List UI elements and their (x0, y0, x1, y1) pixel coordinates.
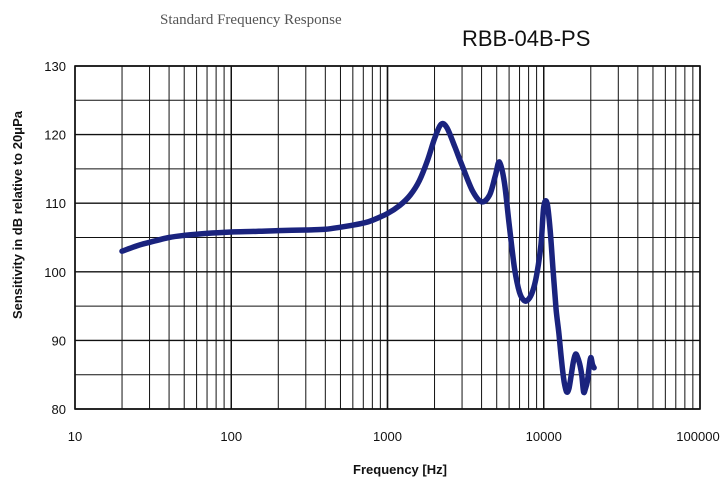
chart-subtitle: Standard Frequency Response (160, 12, 342, 28)
y-tick-label: 80 (52, 402, 66, 417)
x-tick-label: 100000 (676, 429, 719, 444)
x-tick-label: 10000 (526, 429, 562, 444)
y-axis-label: Sensitivity in dB relative to 20μPa (10, 110, 25, 319)
y-tick-label: 110 (45, 196, 66, 211)
series-layer (119, 120, 597, 396)
grid-layer (74, 65, 701, 410)
x-tick-label: 1000 (373, 429, 402, 444)
y-tick-label: 90 (52, 333, 66, 348)
chart-title: RBB-04B-PS (462, 26, 590, 51)
y-tick-label: 100 (44, 265, 66, 280)
x-tick-label: 100 (220, 429, 242, 444)
text-layer: Standard Frequency Response RBB-04B-PS F… (10, 12, 590, 477)
tick-layer: 10 100 1000 10000 100000 80 90 100 110 120 130 (44, 59, 719, 444)
plot-frame (74, 65, 701, 410)
x-axis-label: Frequency [Hz] (353, 462, 447, 477)
y-tick-label: 130 (44, 59, 66, 74)
x-tick-label: 10 (68, 429, 82, 444)
frequency-response-line (119, 120, 597, 396)
y-tick-label: 120 (44, 128, 66, 143)
